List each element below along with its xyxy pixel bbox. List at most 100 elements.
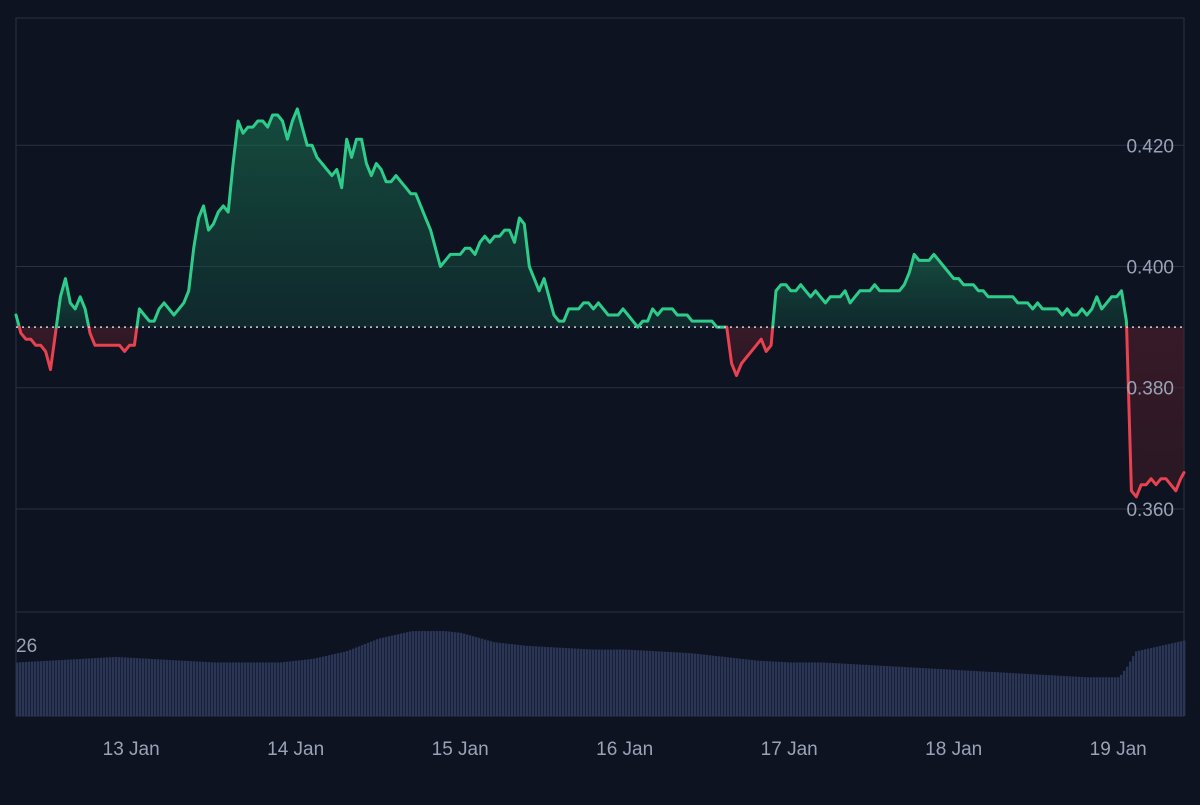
volume-bar (898, 666, 901, 716)
volume-bar (16, 662, 19, 716)
area-below-baseline (1126, 327, 1184, 497)
volume-bar (784, 662, 787, 716)
volume-bar (49, 660, 52, 716)
volume-bar (1096, 677, 1099, 716)
volume-bar (907, 667, 910, 716)
volume-bar (856, 664, 859, 716)
volume-bar (430, 631, 433, 716)
volume-bars (16, 631, 1186, 716)
volume-bar (367, 642, 370, 716)
volume-bar (802, 662, 805, 716)
volume-bar (634, 650, 637, 716)
volume-bar (343, 651, 346, 716)
volume-bar (487, 640, 490, 716)
grid (15, 17, 1185, 717)
volume-bar (133, 657, 136, 716)
volume-bar (142, 658, 145, 716)
volume-bar (1180, 641, 1183, 716)
volume-bar (238, 662, 241, 716)
volume-bar (181, 660, 184, 716)
volume-bar (1057, 675, 1060, 716)
volume-bar (895, 666, 898, 716)
volume-bar (433, 631, 436, 716)
volume-bar (790, 662, 793, 716)
volume-bar (163, 659, 166, 716)
volume-bar (667, 651, 670, 716)
volume-bar (457, 632, 460, 716)
volume-bar (718, 656, 721, 716)
line-segment-down (1125, 325, 1186, 499)
volume-bar (721, 656, 724, 716)
volume-bar (328, 655, 331, 716)
volume-bar (622, 649, 625, 716)
volume-bar (271, 662, 274, 716)
volume-bar (631, 649, 634, 716)
volume-bar (199, 661, 202, 716)
volume-bar (529, 646, 532, 716)
volume-bar (151, 658, 154, 716)
volume-bar (904, 667, 907, 716)
volume-bar (295, 660, 298, 716)
volume-bar (514, 644, 517, 716)
volume-bar (736, 658, 739, 716)
volume-bar (925, 668, 928, 716)
volume-bar (1129, 661, 1132, 716)
volume-bar (793, 662, 796, 716)
volume-bar (1009, 672, 1012, 716)
volume-bar (967, 670, 970, 716)
volume-bar (109, 657, 112, 716)
volume-bar (349, 649, 352, 716)
volume-bar (28, 661, 31, 716)
volume-bar (40, 661, 43, 716)
volume-bar (811, 662, 814, 716)
volume-bar (652, 651, 655, 716)
line-segment-up (14, 313, 21, 329)
volume-bar (1093, 677, 1096, 716)
volume-bar (724, 656, 727, 716)
volume-bar (391, 635, 394, 716)
volume-bar (763, 660, 766, 716)
area-above-baseline (136, 108, 727, 328)
volume-bar (817, 662, 820, 716)
volume-bar (553, 647, 556, 716)
volume-bar (688, 653, 691, 716)
volume-bar (220, 662, 223, 716)
volume-bar (547, 647, 550, 716)
volume-bar (649, 650, 652, 716)
volume-bar (376, 639, 379, 716)
volume-bar (496, 642, 499, 716)
volume-bar (1051, 675, 1054, 716)
volume-bar (373, 640, 376, 716)
volume-bar (751, 660, 754, 716)
volume-bar (1168, 643, 1171, 716)
volume-bar (544, 646, 547, 716)
volume-bar (304, 659, 307, 716)
volume-bar (412, 631, 415, 716)
volume-bar (169, 659, 172, 716)
volume-bar (25, 661, 28, 716)
volume-bar (97, 657, 100, 716)
volume-bar (52, 660, 55, 716)
volume-bar (346, 650, 349, 716)
volume-bar (1006, 672, 1009, 716)
volume-bar (976, 671, 979, 716)
volume-bar (340, 652, 343, 716)
area-above-baseline (772, 254, 1127, 328)
volume-bar (37, 661, 40, 716)
volume-bar (217, 662, 220, 716)
volume-bar (1060, 675, 1063, 716)
volume-bar (1114, 677, 1117, 716)
line-segment-down (17, 325, 58, 372)
volume-bar (1132, 656, 1135, 716)
volume-bar (256, 662, 259, 716)
volume-bar (232, 662, 235, 716)
volume-bar (829, 662, 832, 716)
volume-bar (589, 649, 592, 716)
volume-bar (121, 657, 124, 716)
volume-bar (127, 657, 130, 716)
volume-bar (262, 662, 265, 716)
x-tick-label: 17 Jan (761, 739, 818, 760)
volume-bar (364, 643, 367, 716)
volume-bar (196, 661, 199, 716)
